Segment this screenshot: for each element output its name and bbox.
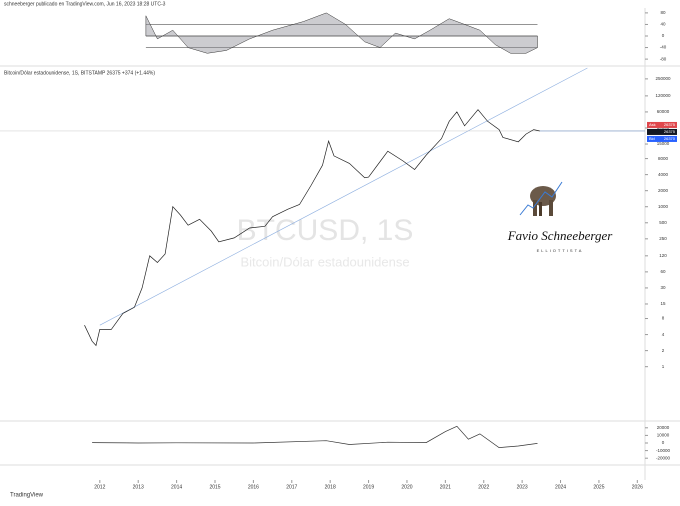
x-tick-label: 2024 [555, 484, 566, 490]
x-tick-label: 2022 [478, 484, 489, 490]
badge-label: Bid [649, 136, 655, 141]
price-badge [647, 121, 677, 128]
y-tick-label: 8000 [658, 156, 669, 161]
y-tick-label: 120000 [655, 93, 671, 98]
x-tick-label: 2013 [133, 484, 144, 490]
y-tick-label: 4000 [658, 172, 669, 177]
trendline [99, 67, 588, 326]
y-tick-label: 250000 [655, 76, 671, 81]
y-tick-label: 120 [659, 253, 667, 258]
x-tick-label: 2026 [632, 484, 643, 490]
y-tick-label: 10000 [657, 433, 670, 438]
series-line [84, 109, 540, 347]
y-tick-label: 1 [662, 364, 665, 369]
y-tick-label: 0 [662, 440, 665, 445]
oscillator-area [145, 12, 538, 54]
y-tick-label: 60000 [657, 109, 670, 114]
y-tick-label: 8 [662, 316, 665, 321]
x-tick-label: 2017 [286, 484, 297, 490]
x-tick-label: 2021 [440, 484, 451, 490]
x-tick-label: 2023 [517, 484, 528, 490]
y-tick-label: 4 [662, 332, 665, 337]
publish-note: schneeberger publicado en TradingView.co… [4, 1, 166, 7]
price-badge [647, 135, 677, 142]
y-tick-label: 1000 [658, 204, 669, 209]
y-tick-label: 250 [659, 236, 667, 241]
x-tick-label: 2016 [248, 484, 259, 490]
y-tick-label: -80 [660, 56, 667, 61]
series-line [92, 425, 538, 448]
badge-label: Ask [649, 122, 656, 127]
x-tick-label: 2019 [363, 484, 374, 490]
x-tick-label: 2015 [209, 484, 220, 490]
y-tick-label: -20000 [656, 455, 671, 460]
logo-tagline: ELLIOTTISTA [537, 248, 584, 253]
y-tick-label: 15000 [657, 141, 670, 146]
x-tick-label: 2012 [94, 484, 105, 490]
y-tick-label: 0 [662, 33, 665, 38]
badge-value: 26375 [664, 122, 676, 127]
watermark-symbol: BTCUSD, 1S [237, 214, 414, 247]
x-tick-label: 2025 [593, 484, 604, 490]
y-tick-label: 60 [660, 269, 666, 274]
logo [519, 181, 563, 216]
symbol-legend: Bitcoin/Dólar estadounidense, 1S, BITSTA… [4, 70, 155, 76]
footer: TradingView [10, 493, 44, 499]
y-tick-label: 500 [659, 220, 667, 225]
y-tick-label: 20000 [657, 425, 670, 430]
y-tick-label: 2000 [658, 188, 669, 193]
y-tick-label: -10000 [656, 448, 671, 453]
y-tick-label: 80 [660, 10, 666, 15]
price-badge [647, 128, 677, 135]
badge-value: 26375 [664, 129, 676, 134]
y-tick-label: -40 [660, 45, 667, 50]
y-tick-label: 2 [662, 348, 665, 353]
x-tick-label: 2020 [401, 484, 412, 490]
x-tick-label: 2014 [171, 484, 182, 490]
watermark-description: Bitcoin/Dólar estadounidense [240, 254, 409, 269]
y-tick-label: 30 [660, 285, 666, 290]
badge-value: 26370 [664, 136, 676, 141]
y-tick-label: 15 [660, 301, 666, 306]
y-tick-label: 40 [660, 22, 666, 27]
logo-name: Favio Schneeberger [507, 228, 613, 243]
x-tick-label: 2018 [325, 484, 336, 490]
